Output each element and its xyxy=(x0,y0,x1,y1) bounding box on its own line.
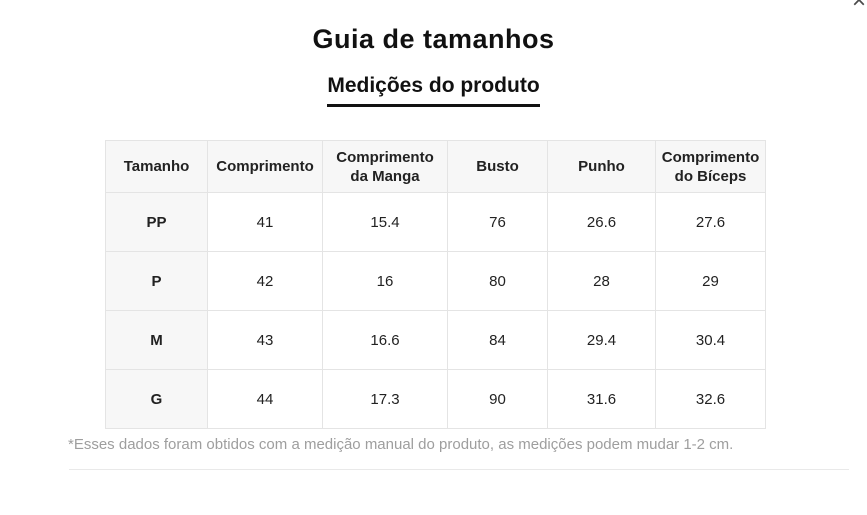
size-cell: M xyxy=(105,310,208,370)
value-cell: 16 xyxy=(322,251,448,311)
value-cell: 26.6 xyxy=(547,192,656,252)
value-cell: 17.3 xyxy=(322,369,448,429)
value-cell: 27.6 xyxy=(655,192,766,252)
header-cell-busto: Busto xyxy=(447,140,548,193)
page-title: Guia de tamanhos xyxy=(312,24,555,54)
value-cell: 41 xyxy=(207,192,323,252)
header-cell-tamanho: Tamanho xyxy=(105,140,208,193)
value-cell: 28 xyxy=(547,251,656,311)
section-title: Medições do produto xyxy=(327,74,540,107)
value-cell: 80 xyxy=(447,251,548,311)
value-cell: 43 xyxy=(207,310,323,370)
value-cell: 76 xyxy=(447,192,548,252)
bottom-divider xyxy=(69,469,849,470)
size-measurements-table: Tamanho Comprimento Comprimento da Manga… xyxy=(105,140,766,429)
value-cell: 15.4 xyxy=(322,192,448,252)
size-cell: PP xyxy=(105,192,208,252)
table-row-g: G 44 17.3 90 31.6 32.6 xyxy=(105,369,766,429)
value-cell: 90 xyxy=(447,369,548,429)
size-cell: P xyxy=(105,251,208,311)
measurement-disclaimer: *Esses dados foram obtidos com a medição… xyxy=(68,436,734,453)
value-cell: 29 xyxy=(655,251,766,311)
size-cell: G xyxy=(105,369,208,429)
value-cell: 31.6 xyxy=(547,369,656,429)
header-cell-punho: Punho xyxy=(547,140,656,193)
header-cell-comprimento-da-manga: Comprimento da Manga xyxy=(322,140,448,193)
value-cell: 32.6 xyxy=(655,369,766,429)
header-cell-comprimento: Comprimento xyxy=(207,140,323,193)
table-row-pp: PP 41 15.4 76 26.6 27.6 xyxy=(105,192,766,252)
section-title-wrap: Medições do produto xyxy=(0,74,867,107)
value-cell: 30.4 xyxy=(655,310,766,370)
table-row-p: P 42 16 80 28 29 xyxy=(105,251,766,311)
table-row-m: M 43 16.6 84 29.4 30.4 xyxy=(105,310,766,370)
value-cell: 42 xyxy=(207,251,323,311)
header-cell-comprimento-do-biceps: Comprimento do Bíceps xyxy=(655,140,766,193)
value-cell: 84 xyxy=(447,310,548,370)
value-cell: 29.4 xyxy=(547,310,656,370)
value-cell: 44 xyxy=(207,369,323,429)
value-cell: 16.6 xyxy=(322,310,448,370)
close-icon[interactable]: × xyxy=(852,0,866,13)
table-header-row: Tamanho Comprimento Comprimento da Manga… xyxy=(105,140,766,193)
